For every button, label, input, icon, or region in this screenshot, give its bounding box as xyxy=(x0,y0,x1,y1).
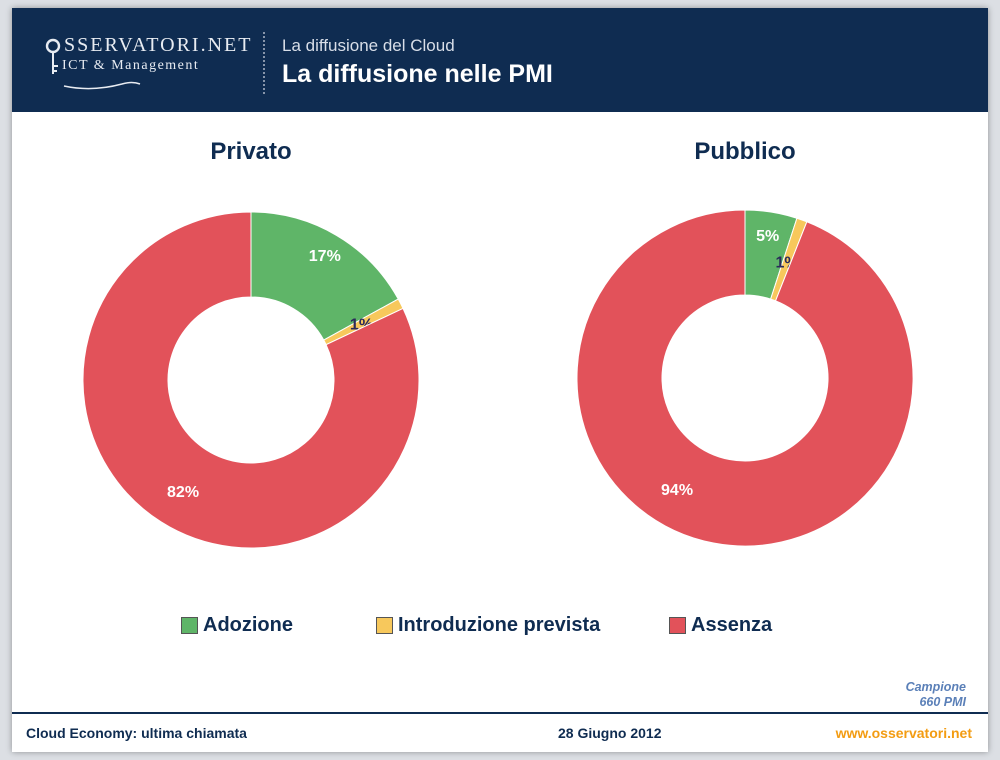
footer-title: Cloud Economy: ultima chiamata xyxy=(26,725,247,741)
slice-privato-adozione xyxy=(250,211,399,341)
sample-note: Campione 660 PMI xyxy=(906,680,966,710)
slice-privato-assenza xyxy=(82,211,420,549)
legend-label-assenza: Assenza xyxy=(691,614,773,636)
logo-subtitle: ICT & Management xyxy=(62,58,200,73)
legend-swatch-assenza xyxy=(669,617,686,634)
legend-swatch-introduzione xyxy=(376,617,393,634)
legend-item-introduzione: Introduzione prevista xyxy=(376,614,600,637)
legend-item-adozione: Adozione xyxy=(181,614,293,637)
legend-label-introduzione: Introduzione prevista xyxy=(398,614,601,636)
footer-website-link[interactable]: www.osservatori.net xyxy=(835,725,972,741)
label-privato-assenza: 82% xyxy=(167,484,199,501)
header-bar: SSERVATORI.NET ICT & Management La diffu… xyxy=(12,8,988,112)
chart-title-pubblico: Pubblico xyxy=(694,138,796,165)
logo-swoosh-icon xyxy=(63,81,141,90)
footer: Cloud Economy: ultima chiamata 28 Giugno… xyxy=(12,712,988,752)
legend-item-assenza: Assenza xyxy=(669,614,772,637)
header-separator xyxy=(263,32,265,94)
slide: SSERVATORI.NET ICT & Management La diffu… xyxy=(12,8,988,752)
legend-swatch-adozione xyxy=(181,617,198,634)
legend-label-adozione: Adozione xyxy=(203,614,293,636)
header-subtitle: La diffusione del Cloud xyxy=(282,36,455,55)
logo: SSERVATORI.NET ICT & Management xyxy=(45,34,253,90)
footer-date: 28 Giugno 2012 xyxy=(558,725,662,741)
key-icon xyxy=(45,38,61,74)
legend: Adozione Introduzione prevista Assenza xyxy=(12,604,988,644)
chart-title-privato: Privato xyxy=(210,138,292,165)
label-pubblico-assenza: 94% xyxy=(661,482,693,499)
logo-name: SSERVATORI.NET xyxy=(64,34,253,56)
page-title: La diffusione nelle PMI xyxy=(282,60,553,88)
donut-charts: 17%1%82%5%1%94% xyxy=(82,209,914,549)
sample-label: Campione xyxy=(905,680,966,694)
label-privato-adozione: 17% xyxy=(309,248,341,265)
sample-size: 660 PMI xyxy=(919,695,966,709)
slice-pubblico-assenza xyxy=(576,209,914,547)
label-pubblico-adozione: 5% xyxy=(756,228,779,245)
